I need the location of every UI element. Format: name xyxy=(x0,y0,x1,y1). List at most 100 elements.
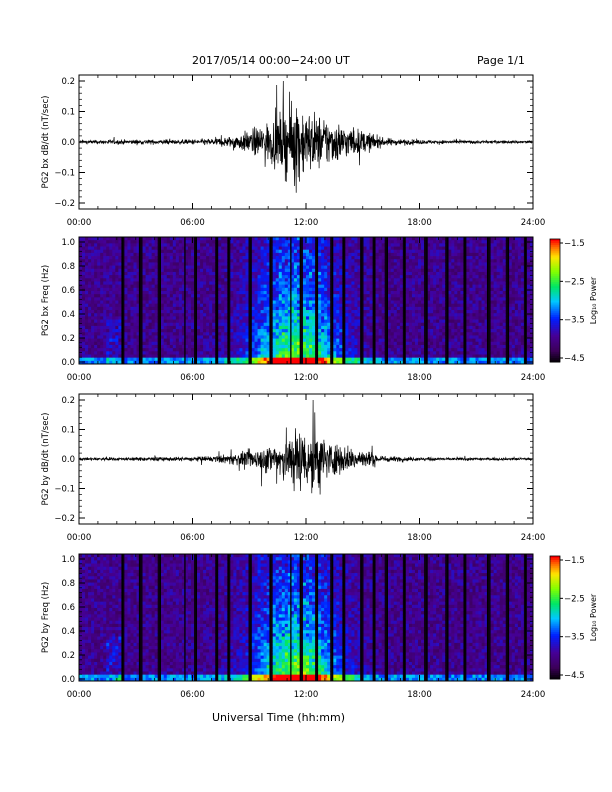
heatmap-cell xyxy=(245,265,249,270)
heatmap-cell xyxy=(178,335,183,339)
heatmap-cell xyxy=(257,341,261,346)
heatmap-cell xyxy=(154,281,159,286)
heatmap-cell xyxy=(393,313,398,317)
heatmap-cell xyxy=(154,357,159,362)
heatmap-cell xyxy=(387,237,392,241)
heatmap-cell xyxy=(430,240,434,244)
heatmap-cell xyxy=(393,281,398,286)
heatmap-cell xyxy=(230,281,234,286)
heatmap-cell xyxy=(91,303,95,308)
heatmap-cell xyxy=(296,246,301,251)
heatmap-cell xyxy=(424,297,428,301)
heatmap-cell xyxy=(281,284,286,289)
heatmap-cell xyxy=(85,259,89,263)
heatmap-cell xyxy=(85,310,89,314)
heatmap-cell xyxy=(148,300,153,305)
heatmap-cell xyxy=(302,252,307,257)
heatmap-cell xyxy=(139,262,143,266)
heatmap-cell xyxy=(396,271,401,276)
heatmap-cell xyxy=(357,265,361,270)
heatmap-cell xyxy=(351,332,355,336)
heatmap-cell xyxy=(154,306,159,311)
heatmap-cell xyxy=(345,290,349,295)
heatmap-cell xyxy=(333,357,337,362)
heatmap-cell xyxy=(369,287,373,292)
heatmap-cell xyxy=(148,259,153,263)
heatmap-cell xyxy=(302,329,307,333)
heatmap-cell xyxy=(318,246,322,251)
heatmap-cell xyxy=(97,243,101,247)
heatmap-cell xyxy=(178,284,183,289)
heatmap-cell xyxy=(206,351,210,355)
heatmap-cell xyxy=(339,275,343,279)
heatmap-cell xyxy=(200,322,204,327)
heatmap-cell xyxy=(97,271,101,276)
heatmap-cell xyxy=(378,256,383,260)
heatmap-cell xyxy=(230,332,234,336)
heatmap-cell xyxy=(178,348,183,352)
heatmap-cell xyxy=(327,338,331,343)
heatmap-cell xyxy=(351,237,355,241)
heatmap-cell xyxy=(136,351,140,355)
heatmap-cell xyxy=(414,259,419,263)
heatmap-cell xyxy=(327,243,331,247)
heatmap-cell xyxy=(203,240,207,244)
heatmap-cell xyxy=(133,322,137,327)
heatmap-cell xyxy=(203,335,207,339)
heatmap-cell xyxy=(106,278,110,282)
heatmap-cell xyxy=(157,240,162,244)
heatmap-cell xyxy=(427,325,431,330)
heatmap-cell xyxy=(390,344,395,349)
heatmap-cell xyxy=(85,287,89,292)
heatmap-cell xyxy=(212,278,216,282)
heatmap-cell xyxy=(172,306,177,311)
heatmap-cell xyxy=(381,310,386,314)
heatmap-cell xyxy=(290,325,295,330)
heatmap-cell xyxy=(327,271,331,276)
heatmap-cell xyxy=(260,262,265,266)
heatmap-cell xyxy=(124,335,128,339)
heatmap-cell xyxy=(306,306,310,311)
heatmap-cell xyxy=(100,344,104,349)
heatmap-cell xyxy=(363,351,367,355)
heatmap-cell xyxy=(145,290,150,295)
heatmap-cell xyxy=(209,300,213,305)
heatmap-cell xyxy=(281,243,286,247)
heatmap-cell xyxy=(442,275,446,279)
heatmap-cell xyxy=(148,357,153,362)
heatmap-cell xyxy=(378,322,383,327)
heatmap-cell xyxy=(157,262,162,266)
heatmap-cell xyxy=(290,335,295,339)
heatmap-cell xyxy=(339,256,343,260)
heatmap-cell xyxy=(345,341,349,346)
heatmap-cell xyxy=(79,300,83,305)
heatmap-cell xyxy=(112,281,116,286)
heatmap-cell xyxy=(127,275,131,279)
heatmap-cell xyxy=(269,278,274,282)
heatmap-cell xyxy=(239,259,243,263)
heatmap-cell xyxy=(82,322,86,327)
heatmap-cell xyxy=(296,237,301,241)
heatmap-cell xyxy=(160,259,165,263)
heatmap-cell xyxy=(224,256,228,260)
heatmap-cell xyxy=(154,329,159,333)
heatmap-cell xyxy=(245,335,249,339)
heatmap-cell xyxy=(336,268,340,273)
heatmap-cell xyxy=(175,310,180,314)
heatmap-cell xyxy=(88,351,92,355)
heatmap-cell xyxy=(427,332,431,336)
heatmap-cell xyxy=(221,265,225,270)
heatmap-cell xyxy=(230,252,234,257)
heatmap-cell xyxy=(445,351,449,355)
heatmap-cell xyxy=(421,243,425,247)
heatmap-cell xyxy=(296,281,301,286)
heatmap-cell xyxy=(293,240,298,244)
heatmap-cell xyxy=(321,240,325,244)
heatmap-cell xyxy=(224,306,228,311)
heatmap-cell xyxy=(112,246,116,251)
heatmap-cell xyxy=(421,360,425,365)
heatmap-cell xyxy=(242,290,246,295)
heatmap-cell xyxy=(148,268,153,273)
heatmap-cell xyxy=(296,306,301,311)
heatmap-cell xyxy=(318,284,322,289)
